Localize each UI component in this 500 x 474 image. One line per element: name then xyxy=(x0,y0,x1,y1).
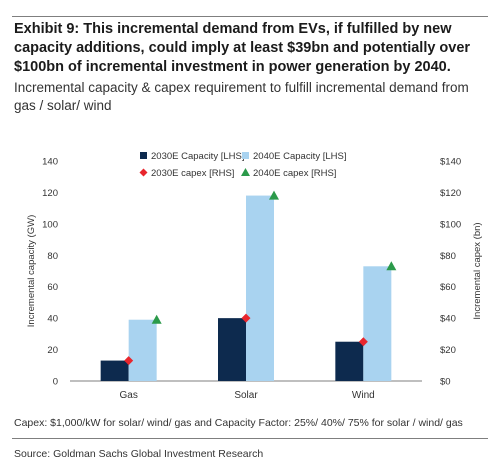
y2-tick-label: $60 xyxy=(440,282,456,293)
legend-label-3: 2040E capex [RHS] xyxy=(253,168,336,179)
x-tick-label: Solar xyxy=(234,390,258,401)
y-tick-label: 100 xyxy=(42,219,58,230)
legend-swatch-0 xyxy=(140,152,147,159)
y-tick-label: 140 xyxy=(42,157,58,168)
legend-swatch-1 xyxy=(242,152,249,159)
legend-swatch-3 xyxy=(241,168,250,176)
legend-swatch-2 xyxy=(139,168,148,177)
capex-2030-marker-solar xyxy=(241,313,251,323)
bar-2040-wind xyxy=(363,266,392,381)
y2-tick-label: $140 xyxy=(440,157,461,168)
bar-2030-gas xyxy=(100,360,129,381)
y2-tick-label: $80 xyxy=(440,251,456,262)
capex-2030-marker-wind xyxy=(358,337,368,347)
y2-tick-label: $120 xyxy=(440,188,461,199)
y-axis-title: Incremental capacity (GW) xyxy=(26,215,37,327)
bottom-rule xyxy=(12,438,488,439)
capex-2040-marker-gas xyxy=(151,314,162,324)
bar-2030-solar xyxy=(218,318,246,381)
legend-label-2: 2030E capex [RHS] xyxy=(151,168,234,179)
chart-note: Capex: $1,000/kW for solar/ wind/ gas an… xyxy=(14,417,463,429)
legend-label-1: 2040E Capacity [LHS] xyxy=(253,151,346,162)
y2-tick-label: $20 xyxy=(440,345,456,356)
bar-2040-gas xyxy=(128,319,157,381)
x-tick-label: Gas xyxy=(119,390,137,401)
x-tick-label: Wind xyxy=(352,390,375,401)
chart: 0 20 40 60 80 100 120 140 $0 $20 $40 $60 $80 $100 $120… xyxy=(12,146,488,408)
exhibit-title: Exhibit 9: This incremental demand from … xyxy=(14,21,471,75)
y-tick-label: 40 xyxy=(47,314,58,325)
chart-svg: 0 20 40 60 80 100 120 140 $0 $20 $40 $60 $80 $100 $120… xyxy=(26,151,483,401)
capex-2040-marker-solar xyxy=(269,190,279,200)
bar-2030-wind xyxy=(335,341,364,381)
legend-label-0: 2030E Capacity [LHS] xyxy=(151,151,244,162)
capex-2030-marker-gas xyxy=(124,356,134,366)
exhibit-subtitle: Incremental capacity & capex requirement… xyxy=(14,80,469,113)
y-tick-label: 80 xyxy=(47,251,58,262)
top-rule xyxy=(12,16,488,17)
y-tick-label: 60 xyxy=(47,282,58,293)
y-tick-label: 120 xyxy=(42,188,58,199)
y-tick-label: 20 xyxy=(47,345,58,356)
y2-axis-title: Incremental capex (bn) xyxy=(472,222,483,319)
y-tick-label: 0 xyxy=(53,377,58,388)
y2-tick-label: $40 xyxy=(440,314,456,325)
source-line: Source: Goldman Sachs Global Investment … xyxy=(14,448,264,460)
y2-tick-label: $100 xyxy=(440,219,461,230)
bar-2040-solar xyxy=(246,195,274,381)
capex-2040-marker-wind xyxy=(386,261,397,271)
y2-tick-label: $0 xyxy=(440,377,451,388)
